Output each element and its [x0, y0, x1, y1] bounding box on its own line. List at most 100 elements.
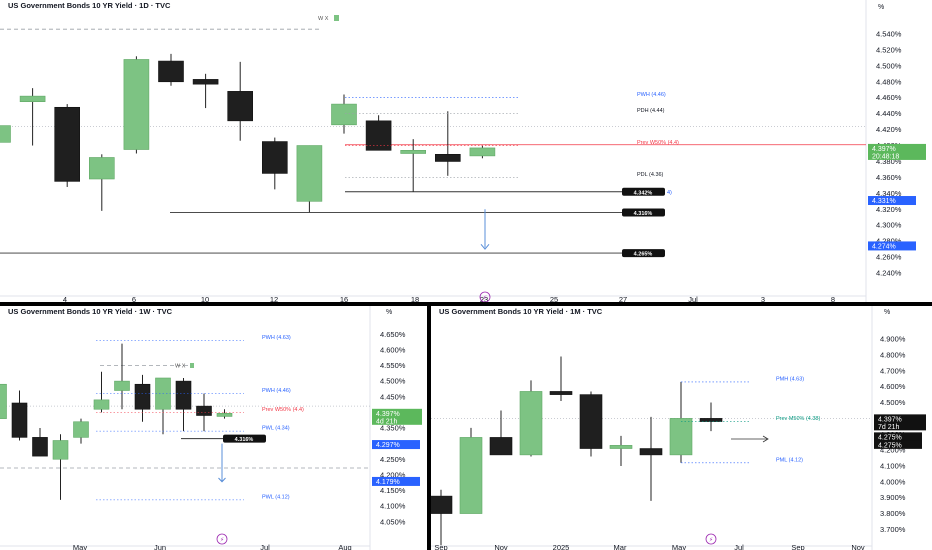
time-axis-tick: 4 — [63, 295, 67, 302]
monthly-chart-title: US Government Bonds 10 YR Yield · 1M · T… — [439, 307, 603, 316]
time-axis-tick: Sep — [791, 543, 804, 550]
price-axis-tick: 4.700% — [880, 366, 906, 375]
price-axis-tick: 4.250% — [380, 455, 406, 464]
candle-body — [54, 106, 81, 182]
level-label: Prev M50% (4.38) — [776, 416, 820, 422]
candle-body — [365, 120, 392, 151]
wx-marker: W X — [318, 16, 329, 22]
candle-body — [639, 448, 663, 456]
level-label: PMH (4.63) — [776, 376, 804, 382]
time-axis-tick: Mar — [614, 543, 627, 550]
price-axis-tick: 3.700% — [880, 525, 906, 534]
black-price-label: 4.275% — [878, 434, 902, 441]
wx-marker-box — [190, 363, 194, 368]
price-axis-tick: 4.500% — [876, 61, 902, 70]
blue-price-tag — [868, 241, 916, 251]
projection-arrowhead — [480, 244, 490, 250]
candle-body — [73, 421, 89, 438]
countdown-timer: 7d 21h — [878, 424, 900, 431]
candle-body — [519, 391, 543, 456]
candle-body — [296, 145, 323, 202]
price-axis-tick: 4.420% — [876, 125, 902, 134]
projection-arrowhead — [762, 435, 769, 443]
time-axis-tick: 25 — [550, 295, 558, 302]
price-axis-tick: 3.800% — [880, 509, 906, 518]
weekly-chart-panel[interactable]: %4.650%4.600%4.550%4.500%4.450%4.400%4.3… — [0, 306, 427, 550]
price-axis-tick: 4.150% — [380, 486, 406, 495]
price-axis-tick: 4.500% — [880, 398, 906, 407]
time-axis-tick: May — [73, 543, 87, 550]
blue-price-label: 4.179% — [376, 479, 400, 486]
candle-body — [434, 153, 461, 162]
level-label: PWH (4.46) — [637, 92, 666, 98]
time-axis-tick: 8 — [831, 295, 835, 302]
price-axis-tick: 4.360% — [876, 173, 902, 182]
candle-body — [261, 141, 288, 174]
level-label: PWL (4.12) — [262, 494, 290, 500]
time-axis-tick: May — [672, 543, 686, 550]
candle-body — [669, 418, 693, 456]
time-axis-tick: 23 — [480, 295, 488, 302]
candle-body — [227, 91, 253, 122]
price-axis-tick: 4.600% — [880, 382, 906, 391]
price-axis-tick: 4.800% — [880, 350, 906, 359]
candle-body — [114, 380, 130, 391]
weekly-chart-svg[interactable]: %4.650%4.600%4.550%4.500%4.450%4.400%4.3… — [0, 306, 427, 550]
panel-separator-horizontal[interactable] — [0, 302, 932, 306]
last-price-label: 4.397% — [878, 416, 902, 423]
price-axis-tick: 4.460% — [876, 93, 902, 102]
wx-marker-box — [334, 15, 339, 21]
candle-body — [331, 103, 357, 126]
last-price-label: 4.397% — [872, 146, 896, 153]
daily-chart-svg[interactable]: % 4.540% 4.520% 4.500% 4.480% 4.460% 4.440% 4.4… — [0, 0, 932, 302]
candle-body — [400, 150, 427, 154]
candle-body — [11, 402, 28, 438]
level-label: PWL (4.34) — [262, 426, 290, 432]
price-axis-tick: 4.350% — [380, 424, 406, 433]
candle-body — [699, 418, 723, 422]
price-axis-tick: 4.540% — [876, 29, 902, 38]
time-axis-tick: Aug — [338, 543, 351, 550]
last-price-tag — [874, 414, 926, 431]
time-axis-tick: Nov — [851, 543, 865, 550]
time-axis-tick: 2025 — [553, 543, 570, 550]
candle-body — [549, 391, 573, 395]
price-axis-tick: 4.200% — [880, 446, 906, 455]
blue-price-tag — [372, 476, 420, 486]
price-axis-tick: 4.000% — [880, 477, 906, 486]
partial-level-label: 4) — [667, 190, 672, 196]
time-axis-tick: 3 — [761, 295, 765, 302]
price-axis-tick: 3.900% — [880, 493, 906, 502]
price-axis-tick: 4.900% — [880, 335, 906, 344]
level-label: Prev W50% (4.4) — [637, 140, 679, 146]
panel-separator-vertical[interactable] — [427, 304, 431, 550]
black-price-label: 4.275% — [878, 442, 902, 449]
candle-body — [158, 60, 184, 83]
price-axis-tick: 4.240% — [876, 269, 902, 278]
price-axis-unit: % — [386, 309, 392, 316]
candle-body — [192, 79, 219, 85]
monthly-chart-panel[interactable]: %4.900%4.800%4.700%4.600%4.500%4.400%4.3… — [431, 306, 932, 550]
lightning-icon — [479, 291, 491, 302]
level-label: PML (4.12) — [776, 457, 803, 463]
price-axis-tick: 4.100% — [380, 502, 406, 511]
price-axis-tick: 4.600% — [380, 345, 406, 354]
blue-price-tag — [372, 440, 420, 450]
countdown-timer: 4d 21h — [376, 418, 398, 425]
candle-body — [469, 147, 496, 157]
price-badge-label: 4.342% — [634, 190, 653, 196]
price-axis-tick: 4.280% — [876, 237, 902, 246]
daily-chart-title: US Government Bonds 10 YR Yield · 1D · T… — [8, 1, 171, 10]
time-axis-tick: Jul — [734, 543, 744, 550]
blue-price-label: 4.274% — [872, 243, 896, 250]
price-badge-label: 4.316% — [235, 437, 254, 443]
time-axis-tick: 6 — [132, 295, 136, 302]
price-badge-label: 4.316% — [634, 211, 653, 217]
price-badge-label: 4.265% — [634, 252, 653, 258]
candle-body — [32, 437, 48, 457]
level-label: PWH (4.63) — [262, 335, 291, 341]
monthly-chart-svg[interactable]: %4.900%4.800%4.700%4.600%4.500%4.400%4.3… — [431, 306, 932, 550]
candle-body — [134, 383, 151, 410]
daily-chart-panel[interactable]: % 4.540% 4.520% 4.500% 4.480% 4.460% 4.440% 4.4… — [0, 0, 932, 302]
price-badge — [622, 208, 665, 217]
